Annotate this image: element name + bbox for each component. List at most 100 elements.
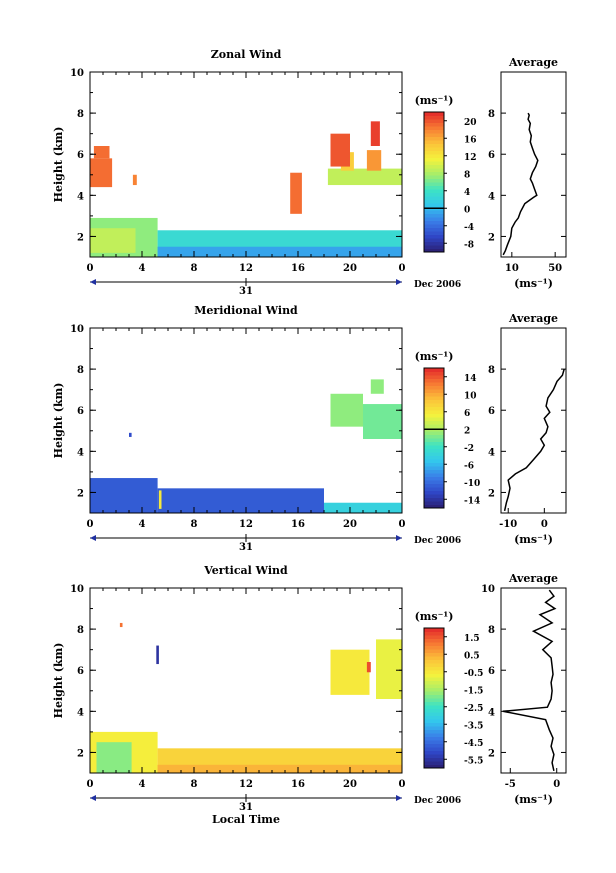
colorbar-swatch [424,368,444,372]
colorbar-swatch [424,715,444,720]
colorbar-swatch [424,175,444,179]
heatmap-cell [90,158,113,188]
colorbar-swatch [424,687,444,692]
colorbar-swatch [424,399,444,404]
colorbar-swatch [424,392,444,397]
profile-y-tick-label: 6 [488,150,495,161]
profile-x-tick-label: 50 [548,263,562,274]
x-tick-label: 12 [239,519,253,530]
y-tick-label: 6 [77,666,84,677]
colorbar-swatch [424,122,444,127]
colorbar-swatch [424,635,444,639]
colorbar-swatch [424,497,444,502]
colorbar-tick-label: 4 [464,188,470,198]
profile-x-axis-label: (ms⁻¹) [514,533,553,546]
colorbar-tick-label: 20 [464,118,477,128]
colorbar-swatch [424,473,444,477]
colorbar-swatch [424,417,444,421]
colorbar-swatch [424,406,444,411]
colorbar-swatch [424,192,444,197]
colorbar-swatch [424,487,444,491]
colorbar-swatch [424,501,444,505]
colorbar-swatch [424,673,444,678]
x-tick-label: 0 [87,519,94,530]
profile-y-tick-label: 2 [488,232,495,243]
colorbar-swatch [424,154,444,158]
colorbar-swatch [424,238,444,242]
profile-y-tick-label: 6 [488,406,495,417]
colorbar-swatch [424,438,444,442]
colorbar-swatch [424,694,444,699]
profile-x-axis-label: (ms⁻¹) [514,793,553,806]
colorbar-swatch [424,140,444,144]
colorbar-swatch [424,631,444,636]
y-tick-label: 6 [77,406,84,417]
colorbar-swatch [424,403,444,407]
colorbar-swatch [424,217,444,221]
colorbar-swatch [424,241,444,246]
profile-line [502,112,539,256]
colorbar-swatch [424,712,444,716]
colorbar-swatch [424,164,444,169]
profile-y-tick-label: 2 [488,748,495,759]
x-tick-label: 0 [399,519,406,530]
heatmap-cell [93,146,110,159]
y-tick-label: 10 [70,68,84,79]
colorbar-swatch [424,452,444,456]
colorbar-swatch [424,677,444,681]
colorbar-swatch [424,371,444,376]
profile-x-tick-label: -10 [499,519,517,530]
profile-x-tick-label: 0 [553,779,560,790]
colorbar-swatch [424,375,444,379]
profile-y-tick-label: 4 [488,707,495,718]
y-tick-label: 2 [77,232,84,243]
colorbar-swatch [424,490,444,495]
colorbar-swatch [424,666,444,671]
y-axis-label: Height (km) [52,643,65,719]
x-tick-label: 16 [291,779,305,790]
colorbar-swatch [424,747,444,751]
heatmap-cell [370,379,384,394]
date-axis-month-label: Dec 2006 [414,536,461,546]
colorbar-swatch [424,705,444,709]
date-axis-month-label: Dec 2006 [414,280,461,290]
x-tick-label: 4 [139,779,146,790]
colorbar-swatch [424,455,444,460]
x-tick-label: 0 [399,263,406,274]
y-tick-label: 10 [70,324,84,335]
colorbar-tick-label: 6 [464,409,470,419]
colorbar-swatch [424,469,444,474]
colorbar-swatch [424,157,444,162]
heatmap-cell [290,172,302,214]
colorbar-swatch [424,764,444,769]
profile-y-tick-label: 6 [488,666,495,677]
colorbar-swatch [424,462,444,467]
colorbar-tick-label: 10 [464,391,477,401]
colorbar-swatch [424,431,444,435]
colorbar-swatch [424,504,444,509]
colorbar-swatch [424,115,444,120]
profile-line [503,368,565,512]
colorbar-swatch [424,434,444,439]
colorbar-tick-label: 1.5 [464,634,480,644]
profile-line [502,589,557,772]
colorbar-tick-label: -10 [464,479,480,489]
date-axis-arrow-right [396,535,402,541]
colorbar-swatch [424,659,444,664]
colorbar-swatch [424,656,444,660]
heatmap-cell [327,168,402,186]
y-axis-label: Height (km) [52,127,65,203]
x-tick-label: 0 [87,779,94,790]
colorbar-swatch [424,136,444,141]
colorbar-swatch [424,196,444,200]
colorbar-swatch [424,722,444,727]
profile-title: Average [508,312,558,325]
date-axis-arrow-right [396,795,402,801]
colorbar-swatch [424,483,444,488]
colorbar-swatch [424,476,444,481]
heatmap-cell [96,742,132,773]
colorbar-swatch [424,448,444,453]
colorbar-swatch [424,459,444,463]
